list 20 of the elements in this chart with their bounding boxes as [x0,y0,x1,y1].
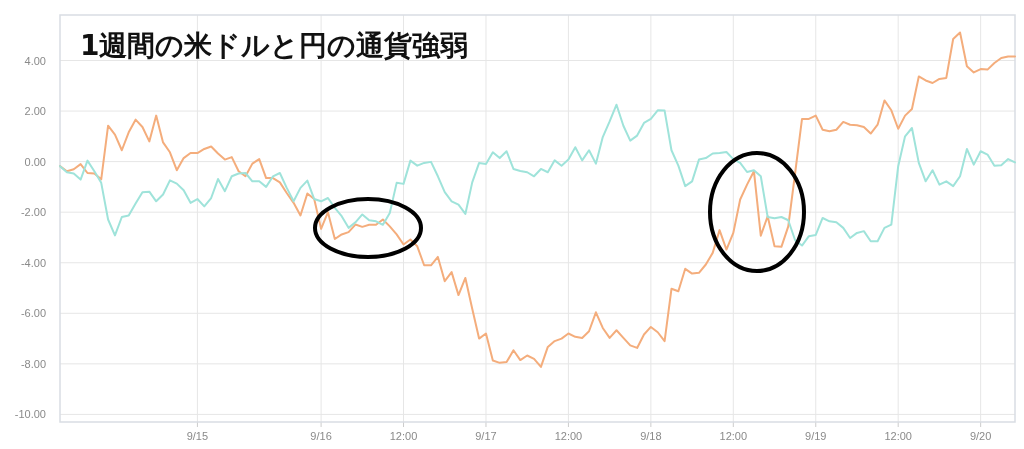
y-tick-label: 0.00 [24,155,46,168]
x-tick-label: 12:00 [719,430,748,442]
y-tick-label: -4.00 [20,256,46,269]
x-tick-label: 12:00 [884,430,912,442]
x-tick-label: 12:00 [389,430,418,442]
x-tick-label: 9/17 [475,430,497,442]
line-series [59,103,1016,247]
y-tick-label: -6.00 [20,307,46,320]
text: 1週間の米ドルと円の通貨強弱 [80,29,469,62]
x-tick-label: 9/15 [186,430,209,442]
x-tick-label: 9/20 [969,430,992,442]
x-tick-label: 9/19 [805,430,827,442]
y-tick-label: -8.00 [20,357,46,370]
y-tick-label: -2.00 [20,206,46,219]
x-tick-label: 9/16 [310,430,332,442]
y-tick-label: -10.00 [14,408,46,421]
y-tick-label: 4.00 [24,54,46,67]
y-tick-label: 2.00 [24,105,46,118]
x-tick-label: 12:00 [554,430,583,442]
x-tick-label: 9/18 [640,430,662,442]
